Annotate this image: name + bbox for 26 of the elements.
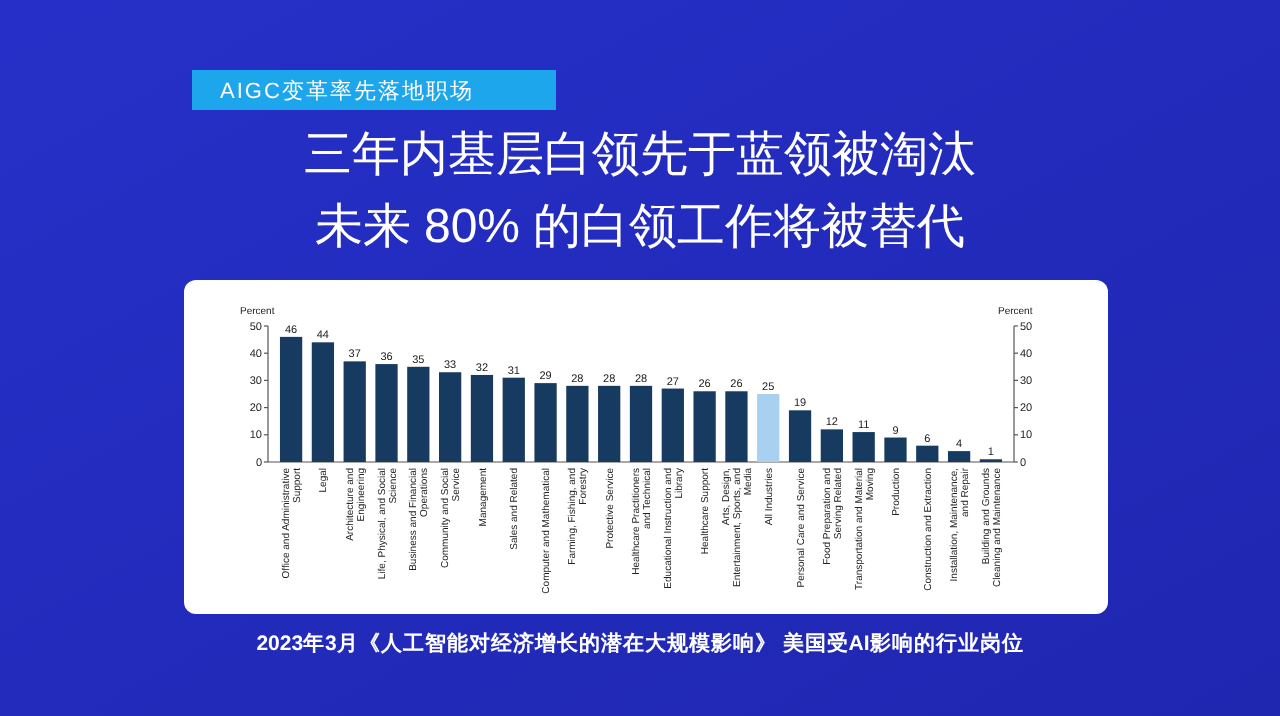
bar — [916, 445, 939, 462]
bar — [566, 385, 589, 462]
bar — [375, 364, 398, 462]
bar — [757, 394, 780, 462]
bar — [693, 391, 716, 462]
text: AIGC变革率先落地职场 — [220, 78, 474, 104]
bar — [343, 361, 366, 462]
bar — [661, 388, 684, 462]
bar — [884, 437, 907, 462]
bar — [820, 429, 843, 462]
chart-subtitle: 未来 80% 的白领工作将被替代 — [314, 200, 966, 254]
bar — [439, 372, 462, 462]
bar — [502, 377, 525, 462]
bar — [534, 383, 557, 462]
bar — [947, 451, 971, 462]
bar — [279, 336, 303, 462]
text: 2023年3月《人工智能对经济增长的潜在大规模影响》 美国受AI影响的行业岗位 — [256, 630, 1024, 656]
bar — [629, 385, 653, 462]
bar — [470, 374, 494, 462]
chart-title: 三年内基层白领先于蓝领被淘汰 — [304, 128, 976, 182]
bar — [311, 342, 335, 462]
bar — [788, 410, 812, 462]
bar — [725, 391, 748, 462]
bar — [407, 366, 430, 462]
bar — [852, 432, 875, 462]
bar — [598, 385, 621, 462]
